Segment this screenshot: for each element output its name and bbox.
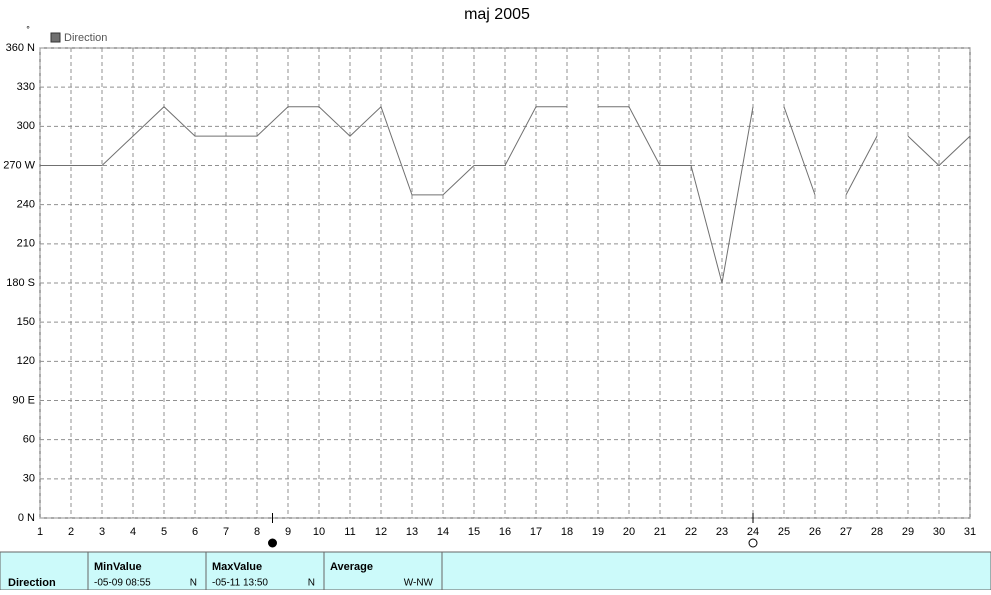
y-tick-label: 210 [17, 238, 35, 250]
x-tick-label: 6 [192, 526, 198, 538]
x-tick-label: 7 [223, 526, 229, 538]
summary-header: MinValue [94, 561, 142, 573]
x-tick-label: 16 [499, 526, 511, 538]
data-line [40, 105, 971, 284]
x-tick-label: 12 [375, 526, 387, 538]
legend-swatch [50, 32, 61, 43]
x-tick-label: 2 [68, 526, 74, 538]
marker [268, 538, 277, 548]
summary-dir: N [190, 578, 197, 589]
x-tick-label: 28 [871, 526, 883, 538]
y-tick-label: 60 [23, 434, 35, 446]
y-tick-label: 180 S [6, 277, 35, 289]
y-tick-label: 330 [17, 81, 35, 93]
summary-value: -05-11 13:50 [212, 578, 268, 589]
y-tick-label: 120 [17, 355, 35, 367]
y-tick-label: 90 E [12, 394, 35, 406]
x-tick-label: 9 [285, 526, 291, 538]
x-tick-label: 22 [685, 526, 697, 538]
x-tick-label: 11 [344, 526, 355, 538]
x-tick-label: 17 [530, 526, 542, 538]
y-tick-label: 30 [23, 473, 35, 485]
x-tick-label: 23 [716, 526, 728, 538]
y-tick-label: 300 [17, 120, 35, 132]
x-tick-label: 21 [654, 526, 666, 538]
y-tick-label: 150 [17, 316, 35, 328]
y-axis-label: ° [26, 24, 30, 34]
x-tick-label: 18 [561, 526, 573, 538]
x-tick-label: 5 [161, 526, 167, 538]
x-tick-label: 30 [933, 526, 945, 538]
x-tick-label: 3 [99, 526, 105, 538]
x-tick-label: 20 [623, 526, 635, 538]
legend-label: Direction [64, 32, 107, 44]
summary-value: -05-09 08:55 [94, 578, 151, 589]
x-tick-label: 25 [778, 526, 790, 538]
x-tick-label: 4 [130, 526, 136, 538]
summary-row-label: Direction [8, 577, 56, 589]
y-tick-label: 0 N [18, 512, 35, 524]
x-tick-label: 10 [313, 526, 325, 538]
x-tick-label: 1 [37, 526, 43, 538]
x-tick-label: 26 [809, 526, 821, 538]
x-tick-label: 13 [406, 526, 418, 538]
summary-value: W-NW [404, 578, 434, 589]
summary-header: Average [330, 561, 373, 573]
summary-dir: N [308, 578, 315, 589]
summary-header: MaxValue [212, 561, 262, 573]
x-tick-label: 27 [840, 526, 852, 538]
x-tick-label: 15 [468, 526, 480, 538]
x-tick-label: 19 [592, 526, 604, 538]
x-tick-label: 14 [437, 526, 449, 538]
y-tick-label: 270 W [3, 159, 35, 171]
marker [748, 538, 758, 548]
x-tick-label: 29 [902, 526, 914, 538]
summary-bar [0, 551, 991, 591]
y-tick-label: 360 N [6, 42, 35, 54]
chart-title: maj 2005 [464, 6, 530, 23]
y-tick-label: 240 [17, 199, 35, 211]
x-tick-label: 31 [964, 526, 976, 538]
x-tick-label: 24 [747, 526, 759, 538]
x-tick-label: 8 [254, 526, 260, 538]
